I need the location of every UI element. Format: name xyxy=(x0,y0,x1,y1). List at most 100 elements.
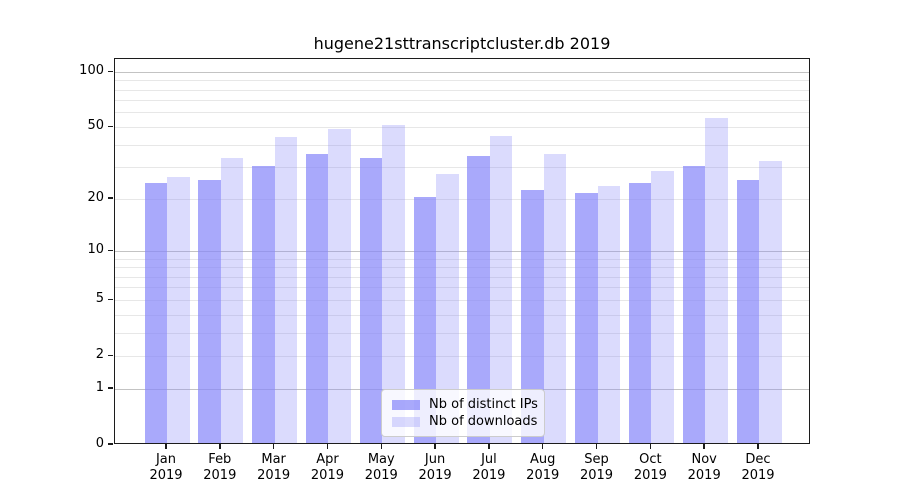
x-tick-mark xyxy=(219,444,221,449)
x-tick-mark xyxy=(272,444,275,449)
gridline-minor xyxy=(115,258,809,260)
x-tick-label: Oct 2019 xyxy=(620,452,680,484)
gridline-minor xyxy=(115,80,809,82)
y-tick-mark xyxy=(108,70,113,72)
gridline-major xyxy=(115,250,809,252)
bar-downloads xyxy=(597,186,621,443)
x-tick-month: Nov xyxy=(691,452,717,467)
gridline-minor xyxy=(115,167,809,169)
y-tick-label: 100 xyxy=(79,63,104,79)
gridline-minor xyxy=(115,100,809,102)
x-tick-label: Jul 2019 xyxy=(459,452,519,484)
x-tick-month: Dec xyxy=(745,452,771,467)
y-tick-label: 50 xyxy=(87,118,104,134)
legend-label: Nb of distinct IPs xyxy=(429,397,538,412)
x-tick-month: Sep xyxy=(584,452,609,467)
gridline-minor xyxy=(115,89,809,91)
legend-swatch-downloads xyxy=(392,416,420,427)
bar-distinct-ips xyxy=(467,155,490,443)
x-tick-mark xyxy=(542,444,544,449)
x-tick-label: May 2019 xyxy=(351,452,411,484)
bar-distinct-ips xyxy=(305,153,329,443)
bar-downloads xyxy=(651,171,674,443)
y-tick-mark xyxy=(108,443,113,445)
x-tick-year: 2019 xyxy=(310,468,344,483)
x-tick-year: 2019 xyxy=(687,468,721,483)
x-tick-year: 2019 xyxy=(418,468,452,483)
x-tick-label: Nov 2019 xyxy=(674,452,734,484)
y-tick-mark xyxy=(108,125,113,128)
x-tick-mark xyxy=(595,444,598,449)
x-tick-month: Apr xyxy=(316,452,339,467)
bar-distinct-ips xyxy=(575,193,598,443)
gridline-major xyxy=(115,71,809,73)
y-tick-label: 1 xyxy=(95,380,104,396)
bar-distinct-ips xyxy=(198,179,221,443)
gridline-minor xyxy=(115,287,809,289)
bar-distinct-ips xyxy=(359,158,383,443)
x-tick-label: Sep 2019 xyxy=(567,452,627,484)
x-tick-mark xyxy=(326,444,329,449)
legend-label: Nb of downloads xyxy=(429,414,538,429)
x-tick-year: 2019 xyxy=(149,468,183,483)
x-tick-mark xyxy=(434,444,436,449)
legend: Nb of distinct IPs Nb of downloads xyxy=(381,389,545,437)
x-tick-mark xyxy=(703,444,705,449)
bar-downloads xyxy=(759,160,782,443)
x-tick-mark xyxy=(757,444,759,449)
gridline-minor xyxy=(115,299,809,301)
x-tick-label: Jun 2019 xyxy=(405,452,465,484)
x-tick-mark xyxy=(649,444,652,449)
bar-downloads xyxy=(328,128,351,443)
gridline-minor xyxy=(115,198,809,200)
y-tick-label: 0 xyxy=(95,436,104,451)
x-tick-month: Jan xyxy=(155,452,177,467)
x-tick-label: Jan 2019 xyxy=(136,452,196,484)
x-tick-year: 2019 xyxy=(203,468,237,483)
gridline-minor xyxy=(115,314,809,316)
bar-distinct-ips xyxy=(252,165,275,443)
x-tick-year: 2019 xyxy=(526,468,560,483)
x-tick-mark xyxy=(165,444,167,449)
bar-downloads xyxy=(489,135,513,443)
bar-distinct-ips xyxy=(521,189,544,443)
bar-downloads xyxy=(705,117,728,443)
x-tick-month: Mar xyxy=(261,452,286,467)
x-tick-month: Aug xyxy=(530,452,556,467)
x-tick-year: 2019 xyxy=(741,468,775,483)
x-tick-mark xyxy=(488,444,490,449)
bar-downloads xyxy=(382,125,405,443)
gridline-minor xyxy=(115,267,809,269)
y-tick-label: 5 xyxy=(95,291,104,307)
x-tick-label: Mar 2019 xyxy=(244,452,304,484)
bar-distinct-ips xyxy=(628,183,652,443)
bar-downloads xyxy=(274,137,298,443)
x-tick-month: Oct xyxy=(639,452,662,467)
x-tick-label: Dec 2019 xyxy=(728,452,788,484)
x-tick-label: Aug 2019 xyxy=(513,452,573,484)
y-tick-label: 2 xyxy=(95,347,104,363)
y-tick-mark xyxy=(108,197,113,199)
legend-swatch-distinct-ips xyxy=(392,399,420,410)
legend-item: Nb of downloads xyxy=(392,413,538,430)
plot-area: Nb of distinct IPs Nb of downloads xyxy=(114,58,810,444)
y-tick-mark xyxy=(108,249,113,252)
bar-distinct-ips xyxy=(736,179,759,443)
gridline-minor xyxy=(115,276,809,278)
y-tick-mark xyxy=(108,387,113,389)
legend-item: Nb of distinct IPs xyxy=(392,396,538,413)
x-tick-year: 2019 xyxy=(257,468,291,483)
bar-downloads xyxy=(543,153,567,443)
bar-distinct-ips xyxy=(144,183,167,443)
x-tick-label: Feb 2019 xyxy=(190,452,250,484)
x-tick-year: 2019 xyxy=(472,468,506,483)
gridline-minor xyxy=(115,126,809,128)
y-tick-mark xyxy=(108,354,113,356)
bar-distinct-ips xyxy=(682,165,706,443)
y-tick-label: 20 xyxy=(87,190,104,206)
gridline-minor xyxy=(115,332,809,334)
gridline-minor xyxy=(115,144,809,146)
x-tick-month: Feb xyxy=(208,452,232,467)
bar-downloads xyxy=(436,173,459,443)
